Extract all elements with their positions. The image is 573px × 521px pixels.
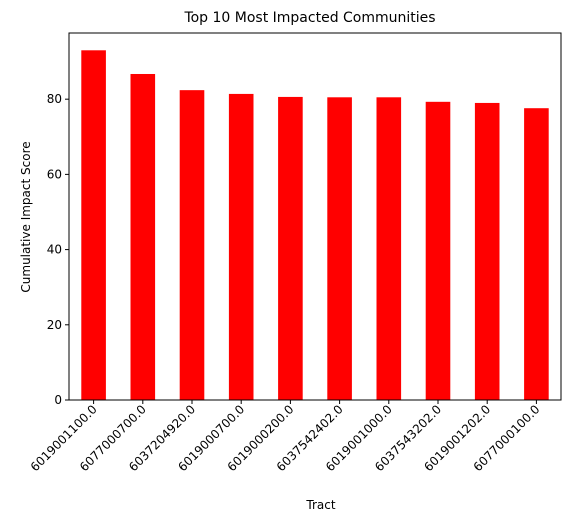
bars-group [81, 50, 549, 401]
y-tick-label-4: 80 [47, 92, 62, 106]
x-axis: 6019001100.06077000700.06037204920.06019… [28, 400, 543, 474]
bar-1 [81, 50, 106, 401]
bar-8 [425, 101, 451, 400]
bar-9 [474, 102, 500, 400]
bar-7 [376, 97, 402, 400]
x-axis-label: Tract [305, 498, 335, 512]
y-axis: 0 20 40 60 80 [47, 92, 69, 407]
chart-title: Top 10 Most Impacted Communities [183, 10, 435, 26]
bar-3 [179, 90, 205, 401]
y-axis-label: Cumulative Impact Score [19, 141, 33, 292]
bar-6 [327, 97, 352, 400]
y-tick-label-2: 40 [47, 243, 62, 257]
y-tick-label-3: 60 [47, 167, 62, 181]
bar-4 [228, 93, 254, 400]
bar-10 [524, 108, 549, 400]
y-tick-label-0: 0 [54, 393, 62, 407]
y-tick-label-1: 20 [47, 318, 62, 332]
bar-5 [278, 96, 303, 400]
plot-frame [68, 32, 562, 401]
bar-2 [130, 73, 156, 400]
